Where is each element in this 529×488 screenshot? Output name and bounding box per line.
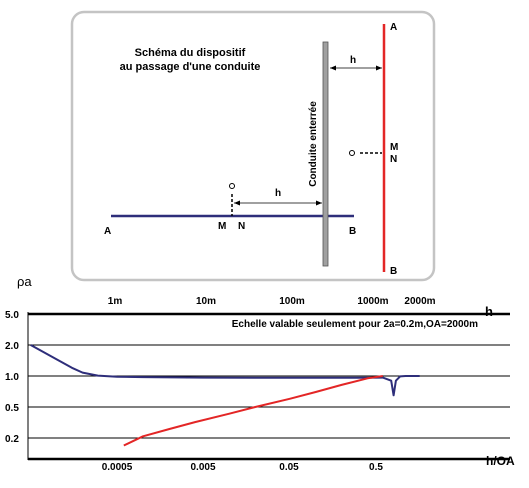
label-m-right: M <box>390 142 398 153</box>
x-bottom-tick-label: 0.5 <box>369 462 383 473</box>
label-b-bottom: B <box>390 266 397 277</box>
label-n-bottom: N <box>238 221 245 232</box>
electrode-bottom <box>229 183 235 189</box>
schema-frame <box>70 10 436 282</box>
x-top-tick-label: 100m <box>279 296 305 307</box>
chart: ρa h h/OA Echelle valable seulement pour… <box>5 274 515 473</box>
label-m-bottom: M <box>218 221 226 232</box>
top-axis-label: h <box>485 304 493 319</box>
y-tick-label: 0.2 <box>5 434 19 445</box>
h-label-top: h <box>350 55 356 66</box>
series-line-2 <box>123 375 383 447</box>
y-tick-label: 2.0 <box>5 341 19 352</box>
x-bottom-tick-label: 0.05 <box>279 462 299 473</box>
x-top-tick-label: 10m <box>196 296 216 307</box>
label-b-line: B <box>349 226 356 237</box>
y-tick-label: 1.0 <box>5 372 19 383</box>
scale-note: Echelle valable seulement pour 2a=0.2m,O… <box>232 319 478 330</box>
x-bottom-tick-label: 0.005 <box>190 462 215 473</box>
label-n-right: N <box>390 154 397 165</box>
y-axis-label: ρa <box>17 274 32 289</box>
y-tick-label: 5.0 <box>5 310 19 321</box>
x-top-tick-label: 2000m <box>404 296 435 307</box>
x-top-tick-label: 1m <box>108 296 123 307</box>
schema-title-line2: au passage d'une conduite <box>120 61 261 73</box>
buried-pipe <box>322 41 329 267</box>
x-bottom-tick-label: 0.0005 <box>102 462 133 473</box>
y-tick-label: 0.5 <box>5 403 19 414</box>
electrode-right <box>349 150 355 156</box>
h-label-bottom: h <box>275 188 281 199</box>
x-top-tick-label: 1000m <box>357 296 388 307</box>
label-a-left: A <box>104 226 111 237</box>
series-line-1 <box>30 344 420 397</box>
schema-title-line1: Schéma du dispositif <box>135 47 246 59</box>
label-a-top: A <box>390 22 397 33</box>
pipe-label: Conduite enterrée <box>308 101 319 187</box>
h-arrowheads-top <box>330 65 382 71</box>
x-axis-label: h/OA <box>486 454 515 468</box>
